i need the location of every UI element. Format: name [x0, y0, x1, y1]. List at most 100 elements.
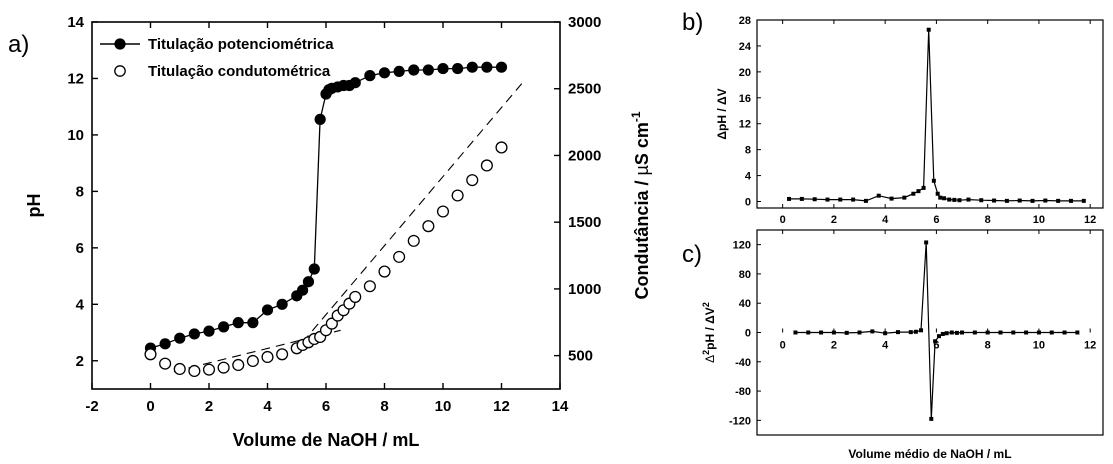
point-conductometric [217, 361, 230, 374]
data-point [940, 331, 945, 336]
y-tick-label: 120 [733, 240, 751, 252]
y-tick-label: 16 [739, 93, 751, 105]
point-potentiometric [261, 304, 274, 316]
data-point [944, 331, 949, 336]
point-potentiometric [302, 276, 315, 288]
point-potentiometric [378, 67, 391, 79]
data-point [831, 330, 836, 335]
data-point [825, 197, 830, 202]
y2-tick-label: 1000 [568, 281, 601, 298]
data-point [1075, 330, 1080, 335]
y-axis-label: pH [24, 194, 44, 218]
point-potentiometric [218, 321, 230, 333]
series-line [789, 29, 1084, 202]
data-point [1024, 330, 1029, 335]
y-tick-label: -80 [735, 386, 751, 398]
data-point [895, 330, 900, 335]
data-point [931, 178, 936, 183]
data-point [889, 196, 894, 201]
data-point [787, 196, 792, 201]
data-point [876, 193, 881, 198]
data-point [1056, 198, 1061, 203]
point-conductometric [466, 174, 479, 187]
point-conductometric [261, 350, 274, 364]
x-tick-label: 2 [831, 340, 837, 352]
x-tick-label: 4 [882, 340, 889, 352]
plot-frame [756, 19, 1104, 209]
y2-tick-label: 500 [568, 348, 593, 365]
y2-tick-label: 2000 [568, 147, 601, 164]
x-tick-label: 8 [985, 214, 991, 226]
data-point [919, 328, 924, 333]
x-tick-label: -2 [85, 398, 98, 415]
point-potentiometric [159, 338, 171, 350]
data-point [952, 197, 957, 202]
data-point [949, 330, 954, 335]
x-tick-label: 4 [263, 398, 272, 415]
point-conductometric [159, 357, 172, 370]
point-conductometric [276, 348, 289, 361]
point-conductometric [188, 364, 201, 378]
point-conductometric [393, 250, 406, 263]
legend-label-conductometric: Titulação condutométrica [148, 63, 331, 80]
point-potentiometric [393, 65, 405, 78]
point-conductometric [378, 265, 391, 278]
data-point [954, 330, 959, 335]
point-potentiometric [203, 325, 215, 337]
data-point [1004, 198, 1009, 203]
data-point [960, 330, 965, 335]
data-point [1011, 330, 1016, 335]
series-potentiometric-line [150, 66, 502, 349]
x-tick-label: 14 [552, 398, 569, 415]
data-point [913, 329, 918, 334]
data-point [936, 334, 941, 339]
legend-marker-potentiometric [114, 38, 126, 50]
x-tick-label: 0 [780, 340, 786, 352]
y2-tick-label: 3000 [568, 14, 601, 31]
point-conductometric [480, 159, 493, 172]
point-conductometric [495, 141, 508, 154]
x-tick-label: 2 [205, 398, 213, 415]
data-point [812, 197, 817, 202]
y-tick-label: 14 [67, 14, 84, 31]
point-potentiometric [349, 77, 361, 89]
x-tick-label: 12 [1084, 340, 1096, 352]
point-potentiometric [308, 263, 320, 275]
data-point [863, 198, 868, 203]
data-point [972, 330, 977, 335]
point-potentiometric [452, 62, 464, 75]
data-point [1017, 198, 1022, 203]
point-potentiometric [297, 284, 309, 296]
series-line [795, 242, 1078, 419]
panel-c: 0 2 4 6 8 10 12 -120 -80 -40 0 40 80 120 Δ2pH / ΔV2 Vol… [682, 229, 1104, 461]
point-potentiometric [174, 332, 186, 344]
y-tick-label: 4 [745, 171, 752, 183]
y2-tick-label: 1500 [568, 214, 601, 231]
x-tick-label: 6 [322, 398, 330, 415]
y-tick-label: 0 [745, 328, 751, 340]
data-point [851, 197, 856, 202]
data-point [883, 331, 888, 336]
data-point [933, 339, 938, 344]
point-conductometric [325, 317, 338, 330]
data-point [926, 27, 931, 32]
data-point [870, 329, 875, 334]
point-potentiometric [247, 317, 259, 329]
data-point [819, 330, 824, 335]
data-point [966, 197, 971, 202]
data-point [924, 240, 929, 245]
point-potentiometric [188, 328, 200, 340]
data-point [844, 330, 849, 335]
x-axis-label: Volume de NaOH / mL [233, 430, 420, 450]
point-conductometric [173, 362, 186, 376]
x-tick-label: 0 [146, 398, 154, 415]
point-conductometric [144, 348, 157, 361]
data-point [1030, 198, 1035, 203]
data-point [979, 198, 984, 203]
x-tick-label: 10 [1033, 340, 1045, 352]
y-tick-label: 12 [67, 70, 84, 87]
y-tick-label: 6 [76, 240, 84, 257]
y-tick-label: 80 [739, 269, 751, 281]
x-tick-label: 12 [493, 398, 510, 415]
